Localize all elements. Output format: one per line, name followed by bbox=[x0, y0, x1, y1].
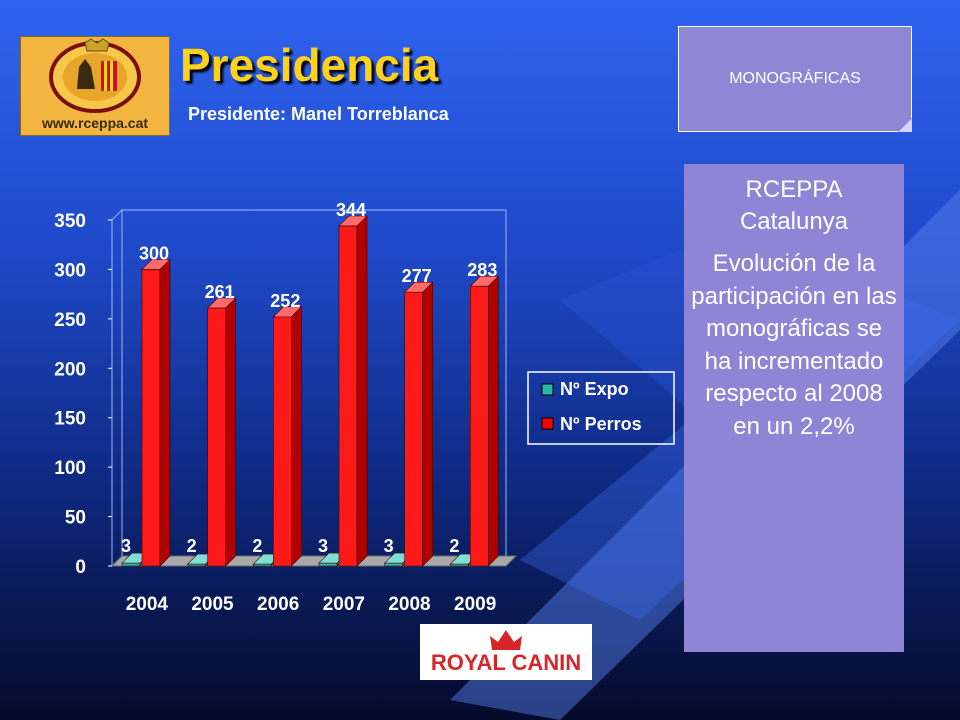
perros-bar-front bbox=[338, 225, 358, 567]
info-heading: RCEPPA Catalunya bbox=[739, 176, 849, 235]
legend-swatch-perros bbox=[541, 417, 554, 430]
perros-bar-top bbox=[141, 259, 171, 270]
y-tick-label: 250 bbox=[54, 310, 86, 331]
perros-bar-side bbox=[356, 215, 368, 567]
perros-bar-front bbox=[273, 316, 292, 567]
expo-bar-front bbox=[384, 562, 403, 567]
monograficas-button-label: MONOGRÁFICAS bbox=[729, 70, 861, 87]
x-tick-label: 2007 bbox=[323, 594, 365, 615]
perros-bar-top bbox=[403, 281, 434, 293]
chart-back-wall bbox=[121, 209, 507, 557]
perros-value-label: 283 bbox=[467, 260, 497, 280]
club-logo: www.rceppa.cat bbox=[20, 36, 170, 136]
expo-value-label: 3 bbox=[318, 536, 328, 556]
perros-bar-top bbox=[469, 275, 500, 287]
perros-bar-top bbox=[206, 297, 237, 309]
expo-value-label: 3 bbox=[384, 536, 394, 556]
page-curl-icon bbox=[898, 118, 912, 132]
x-tick-label: 2005 bbox=[191, 594, 234, 615]
perros-bar-front bbox=[141, 269, 161, 567]
perros-bar-top bbox=[338, 215, 368, 227]
perros-value-label: 300 bbox=[139, 243, 169, 263]
perros-bar-side bbox=[422, 281, 433, 567]
info-body: Evolución de la participación en las mon… bbox=[691, 250, 897, 440]
legend-label-expo: Nº Expo bbox=[560, 379, 629, 399]
expo-value-label: 2 bbox=[252, 536, 262, 556]
legend-label-perros: Nº Perros bbox=[560, 414, 642, 434]
royal-canin-text: ROYAL CANIN bbox=[430, 650, 582, 675]
y-tick-label: 0 bbox=[75, 557, 86, 578]
x-tick-label: 2004 bbox=[126, 594, 169, 615]
club-emblem-icon bbox=[49, 38, 141, 113]
perros-bar-front bbox=[404, 291, 423, 567]
perros-value-label: 261 bbox=[205, 282, 235, 302]
perros-value-label: 344 bbox=[336, 200, 366, 220]
x-tick-label: 2009 bbox=[454, 594, 496, 615]
page-title: Presidencia bbox=[180, 39, 439, 91]
monograficas-button[interactable]: MONOGRÁFICAS bbox=[678, 26, 912, 132]
chart-legend bbox=[527, 371, 675, 445]
expo-value-label: 3 bbox=[121, 536, 131, 556]
perros-bar-front bbox=[470, 285, 489, 567]
legend-swatch-expo bbox=[541, 383, 554, 396]
perros-bar-side bbox=[488, 275, 499, 567]
x-tick-label: 2006 bbox=[257, 594, 299, 615]
expo-value-label: 2 bbox=[187, 536, 197, 556]
logo-url-text: www.rceppa.cat bbox=[41, 115, 149, 131]
expo-bar-front bbox=[318, 562, 338, 567]
y-tick-label: 300 bbox=[54, 260, 86, 281]
perros-value-label: 277 bbox=[402, 266, 432, 286]
perros-value-label: 252 bbox=[270, 291, 300, 311]
perros-bar-front bbox=[207, 307, 226, 567]
x-tick-label: 2008 bbox=[388, 594, 430, 615]
y-tick-label: 200 bbox=[54, 359, 86, 380]
expo-value-label: 2 bbox=[449, 536, 459, 556]
y-tick-label: 100 bbox=[54, 458, 86, 479]
expo-bar-front bbox=[121, 562, 141, 567]
y-tick-label: 50 bbox=[65, 508, 86, 529]
crown-icon bbox=[490, 630, 522, 650]
y-tick-label: 350 bbox=[54, 211, 86, 232]
chart-side-wall bbox=[111, 208, 123, 568]
royal-canin-logo: ROYAL CANIN bbox=[420, 624, 592, 680]
perros-bar-top bbox=[272, 306, 303, 318]
perros-bar-side bbox=[159, 258, 171, 567]
page-subtitle: Presidente: Manel Torreblanca bbox=[188, 104, 449, 124]
y-tick-label: 150 bbox=[54, 409, 86, 430]
info-panel: RCEPPA Catalunya Evolución de la partici… bbox=[684, 164, 904, 652]
perros-bar-side bbox=[291, 306, 302, 567]
perros-bar-side bbox=[225, 297, 236, 567]
